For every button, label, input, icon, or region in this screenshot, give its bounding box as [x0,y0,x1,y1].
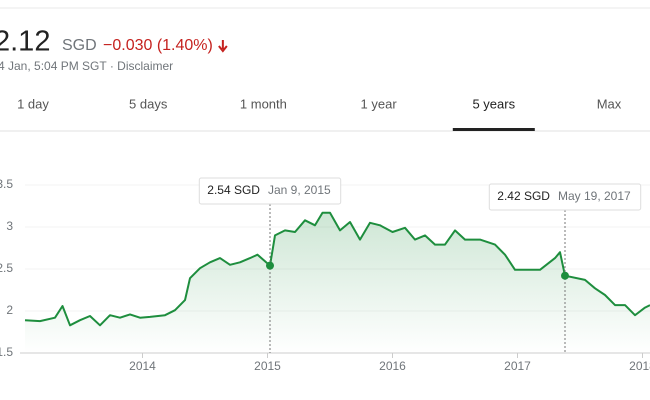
tab[interactable]: 5 days [129,96,168,111]
tab[interactable]: 1 day [17,96,49,111]
y-tick-label: 3.5 [0,177,13,191]
x-tick-label: 2015 [254,359,281,373]
y-tick-label: 1.5 [0,345,13,359]
x-tick-label: 2014 [129,359,156,373]
price-line [24,211,650,327]
tooltip: 2.54 SGD Jan 9, 2015 [198,177,342,205]
tab-underline [452,128,535,131]
tooltip-box [488,183,642,211]
tab[interactable]: 1 month [240,96,287,111]
tooltip: 2.42 SGD May 19, 2017 [488,183,642,211]
tooltip-value: 2.42 SGD [497,189,550,203]
price: 2.12 [0,26,50,58]
tooltip-value: 2.54 SGD [207,183,260,197]
x-tick-label: 2016 [379,359,406,373]
y-tick-label: 2.5 [0,261,13,275]
tab[interactable]: 5 years [472,96,515,111]
area-fill [25,212,650,353]
x-tick-label: 2018 [629,359,650,373]
currency: SGD [62,37,97,54]
timestamp[interactable]: 4 Jan, 5:04 PM SGT · Disclaimer [0,59,173,73]
tooltip-date: Jan 9, 2015 [268,183,331,197]
tooltip-point [561,271,569,280]
price-change: −0.030 (1.40%) [103,37,213,54]
tooltip-box [198,177,342,205]
x-tick-label: 2017 [504,359,531,373]
tooltip-point [266,261,274,270]
y-tick-label: 3 [6,219,13,233]
tab[interactable]: Max [597,96,622,111]
tooltip-date: May 19, 2017 [558,189,631,203]
down-arrow [218,40,228,53]
tab[interactable]: 1 year [361,96,398,111]
y-tick-label: 2 [6,303,13,317]
